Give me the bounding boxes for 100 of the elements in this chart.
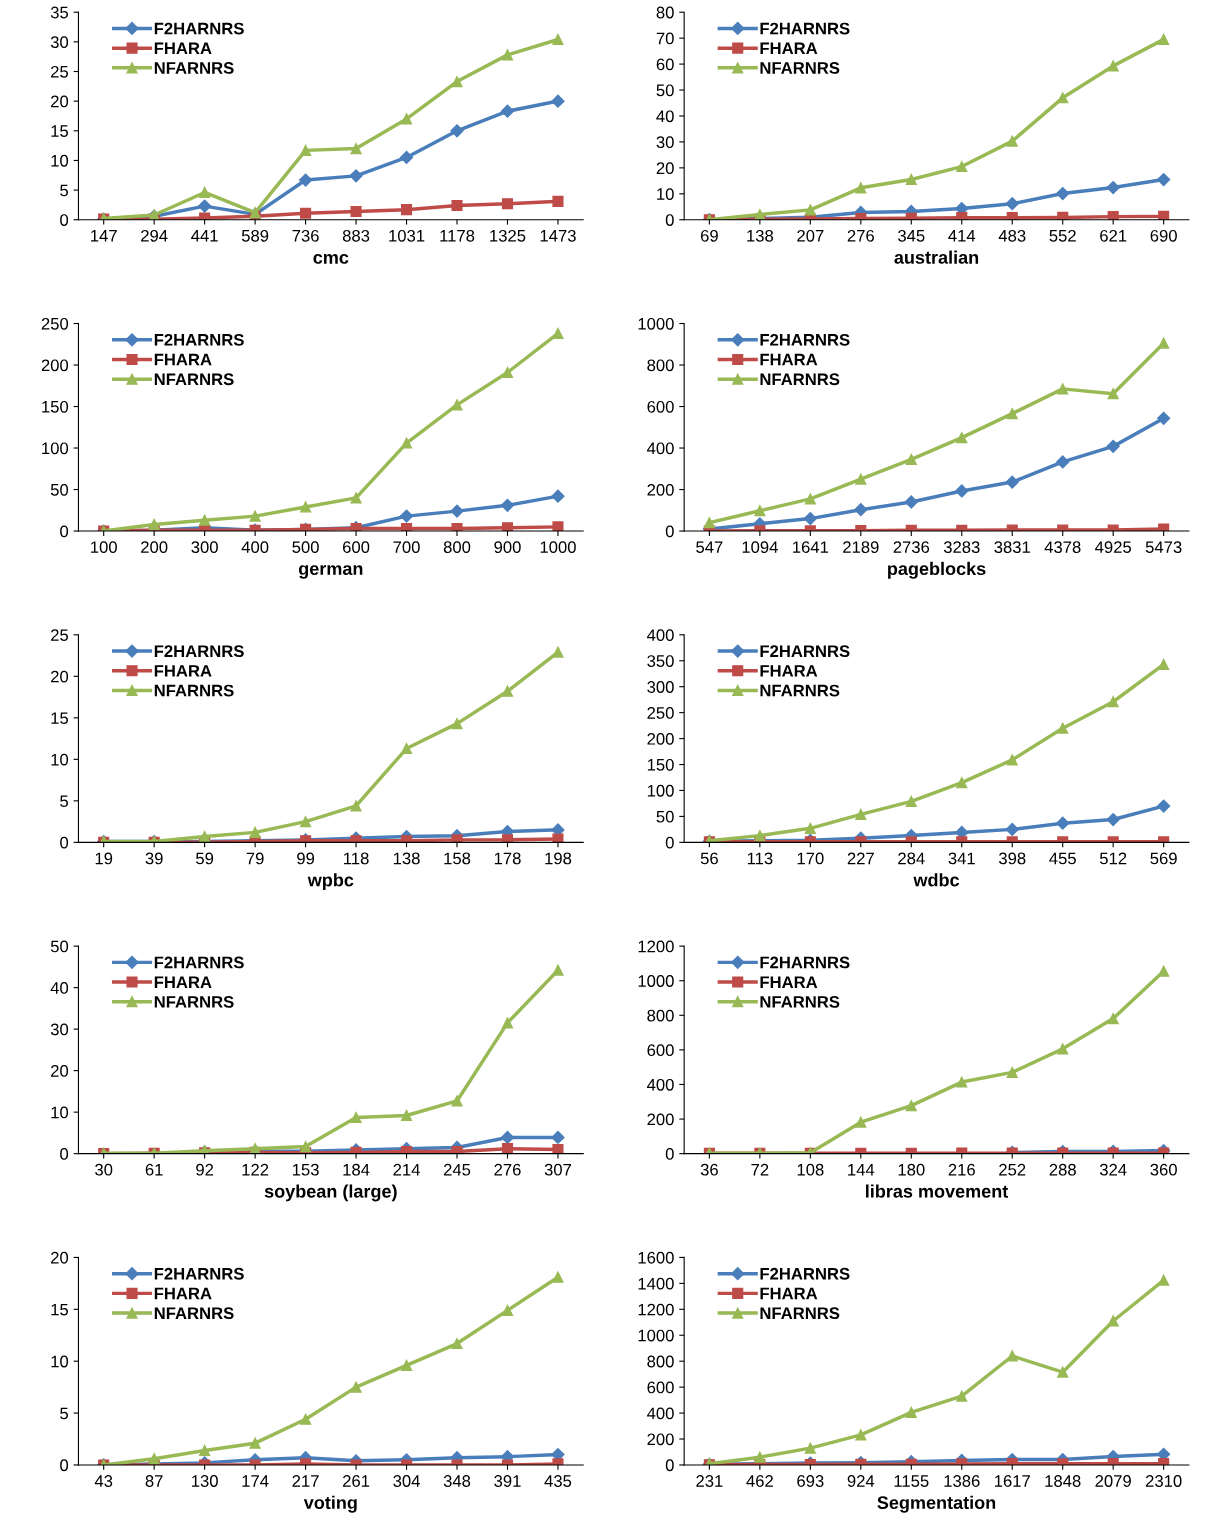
x-axis-title: cmc: [313, 253, 349, 264]
y-tick-label: 5: [60, 184, 69, 197]
x-tick-label: 500: [292, 541, 319, 554]
y-tick-label: 0: [665, 836, 674, 849]
x-tick-label: 130: [192, 1475, 218, 1487]
x-tick-label: 2736: [893, 541, 930, 554]
x-tick-label: 170: [797, 852, 824, 865]
x-tick-label: 184: [343, 1163, 370, 1176]
x-tick-label: 455: [1049, 852, 1076, 865]
legend-label: F2HARNRS: [760, 645, 850, 658]
x-tick-label: 100: [91, 541, 117, 554]
x-tick-label: 92: [196, 1163, 214, 1176]
x-tick-label: 174: [242, 1475, 269, 1487]
y-tick-label: 150: [42, 400, 69, 413]
y-tick-label: 1000: [638, 317, 674, 330]
legend-label: FHARA: [760, 665, 818, 677]
legend-label: FHARA: [760, 976, 818, 988]
y-tick-label: 600: [647, 1381, 674, 1394]
y-tick-label: 1200: [638, 1303, 674, 1316]
x-tick-label: 122: [242, 1163, 269, 1176]
x-tick-label: 5473: [1145, 541, 1182, 554]
y-tick-label: 0: [60, 214, 69, 226]
x-tick-label: 1155: [894, 1475, 929, 1487]
x-tick-label: 400: [241, 541, 269, 554]
x-tick-label: 56: [700, 852, 718, 865]
legend-label: FHARA: [760, 353, 818, 366]
y-tick-label: 40: [656, 110, 674, 123]
y-tick-label: 50: [656, 84, 674, 97]
x-tick-label: 700: [393, 541, 420, 554]
x-tick-label: 1031: [389, 229, 425, 242]
y-tick-label: 20: [656, 162, 674, 175]
y-tick-label: 1400: [638, 1277, 674, 1290]
x-tick-label: 158: [444, 852, 471, 865]
x-tick-label: 324: [1099, 1163, 1127, 1176]
x-tick-label: 736: [292, 229, 319, 242]
x-tick-label: 924: [847, 1475, 875, 1487]
y-tick-label: 150: [647, 758, 674, 771]
y-tick-label: 0: [665, 214, 674, 226]
legend-label: NFARNRS: [760, 62, 840, 74]
legend-label: NFARNRS: [154, 995, 234, 1008]
x-tick-label: 589: [241, 229, 269, 242]
x-tick-label: 113: [747, 852, 773, 865]
y-tick-label: 25: [51, 65, 69, 78]
x-tick-label: 304: [393, 1475, 420, 1487]
x-tick-label: 360: [1150, 1163, 1177, 1176]
y-tick-label: 400: [647, 629, 674, 642]
x-tick-label: 348: [443, 1475, 471, 1487]
y-tick-label: 1600: [638, 1251, 674, 1264]
y-tick-label: 20: [51, 1251, 69, 1264]
x-tick-label: 261: [343, 1475, 370, 1487]
y-tick-label: 40: [50, 982, 69, 994]
x-tick-label: 198: [545, 852, 572, 865]
y-tick-label: 60: [656, 58, 674, 71]
y-tick-label: 800: [647, 359, 674, 372]
x-tick-label: 398: [998, 852, 1026, 865]
y-tick-label: 5: [60, 1407, 69, 1420]
x-axis-title: Segmentation: [877, 1495, 996, 1513]
x-tick-label: 1325: [490, 229, 526, 242]
y-tick-label: 20: [51, 670, 69, 683]
legend-label: NFARNRS: [154, 373, 234, 386]
x-tick-label: 2189: [843, 541, 879, 554]
legend-label: NFARNRS: [154, 62, 234, 74]
y-tick-label: 250: [41, 317, 69, 330]
legend-label: FHARA: [154, 42, 212, 54]
legend-label: F2HARNRS: [760, 956, 850, 969]
x-tick-label: 1848: [1045, 1475, 1081, 1487]
y-tick-label: 0: [665, 1148, 674, 1160]
x-tick-label: 307: [544, 1163, 572, 1176]
legend-label: F2HARNRS: [760, 333, 850, 346]
y-tick-label: 0: [60, 1459, 69, 1472]
x-tick-label: 512: [1099, 852, 1127, 865]
legend-label: NFARNRS: [760, 995, 840, 1008]
y-tick-label: 800: [647, 1355, 674, 1368]
x-tick-label: 207: [797, 229, 824, 242]
y-tick-label: 600: [647, 400, 674, 413]
x-tick-label: 178: [494, 852, 521, 865]
legend-label: NFARNRS: [760, 684, 840, 697]
x-axis-title: german: [298, 565, 363, 579]
y-tick-label: 5: [60, 795, 69, 808]
y-tick-label: 100: [42, 442, 69, 455]
x-axis-title: wdbc: [913, 873, 960, 887]
x-axis-title: australian: [894, 250, 979, 264]
x-tick-label: 294: [141, 229, 168, 242]
x-tick-label: 345: [898, 229, 925, 242]
x-tick-label: 300: [191, 541, 218, 554]
y-tick-label: 30: [50, 1023, 69, 1036]
y-tick-label: 15: [51, 712, 69, 725]
x-tick-label: 217: [292, 1475, 319, 1487]
x-axis-title: pageblocks: [888, 561, 986, 579]
y-tick-label: 0: [60, 525, 69, 538]
x-tick-label: 441: [191, 230, 218, 242]
x-tick-label: 1386: [944, 1475, 980, 1487]
x-tick-label: 79: [246, 852, 264, 865]
x-tick-label: 245: [443, 1163, 471, 1176]
x-tick-label: 883: [342, 229, 370, 242]
x-tick-label: 227: [847, 852, 874, 865]
legend-label: FHARA: [154, 1287, 212, 1300]
y-tick-label: 15: [51, 125, 69, 137]
x-tick-label: 147: [91, 230, 117, 242]
x-tick-label: 1641: [793, 541, 829, 554]
